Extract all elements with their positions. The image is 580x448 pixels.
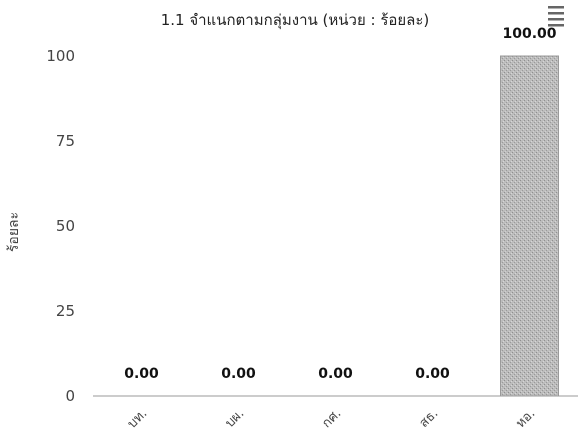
data-label: 0.00 xyxy=(124,366,159,382)
x-tick-label: กศ. xyxy=(319,406,344,431)
data-label: 0.00 xyxy=(221,366,256,382)
x-tick-label: หอ. xyxy=(513,406,538,431)
chart-title: 1.1 จำแนกตามกลุ่มงาน (หน่วย : ร้อยละ) xyxy=(161,11,430,30)
y-axis: 0 25 50 75 100 xyxy=(46,47,75,405)
x-tick-label: บท. xyxy=(125,406,150,431)
data-label: 0.00 xyxy=(318,366,353,382)
hamburger-menu-icon[interactable] xyxy=(548,6,564,27)
y-tick-label: 75 xyxy=(56,132,75,150)
data-label: 100.00 xyxy=(502,26,556,42)
bars xyxy=(500,55,559,397)
y-axis-label: ร้อยละ xyxy=(6,212,22,252)
data-labels: 0.00 0.00 0.00 0.00 100.00 xyxy=(124,26,557,382)
y-tick-label: 50 xyxy=(56,217,75,235)
bar-5[interactable] xyxy=(500,55,559,397)
x-tick-label: สธ. xyxy=(417,406,442,431)
y-tick-label: 0 xyxy=(65,387,75,405)
x-tick-label: บผ. xyxy=(223,406,248,431)
x-axis: บท. บผ. กศ. สธ. หอ. xyxy=(125,406,538,431)
data-label: 0.00 xyxy=(415,366,450,382)
y-tick-label: 25 xyxy=(56,302,75,320)
y-tick-label: 100 xyxy=(46,47,75,65)
